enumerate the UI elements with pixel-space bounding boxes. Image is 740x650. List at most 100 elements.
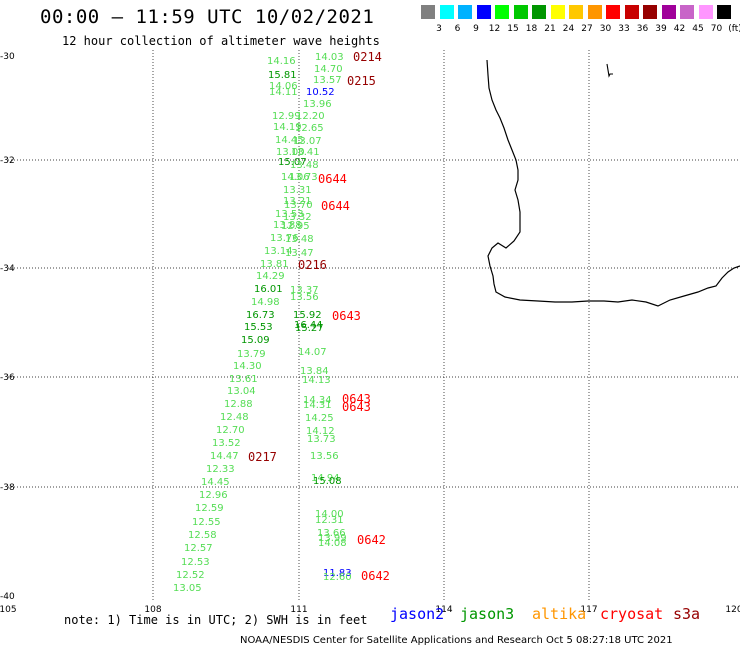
wave-height-value: 13.66	[317, 528, 346, 539]
map-frame	[0, 50, 740, 598]
color-scale-label: 27	[581, 24, 593, 34]
color-scale-label: 6	[454, 24, 461, 34]
pass-time-label: 0642	[357, 533, 386, 547]
color-scale-label: 15	[507, 24, 519, 34]
wave-height-value: 14.11	[269, 87, 298, 98]
coastline-inlet	[606, 63, 613, 78]
page-subtitle: 12 hour collection of altimeter wave hei…	[62, 34, 380, 48]
wave-height-value: 14.19	[273, 122, 302, 133]
color-scale-label: 3	[436, 24, 442, 34]
color-scale-label: 21	[544, 24, 556, 34]
pass-time-label: 0643	[342, 400, 371, 414]
wave-height-value: 13.37	[290, 285, 319, 296]
wave-height-value: 12.70	[216, 425, 245, 436]
wave-height-value: 14.34	[303, 395, 332, 406]
wave-height-value: 13.14	[264, 246, 293, 257]
wave-height-value: 13.21	[283, 196, 312, 207]
legend-jason3: jason3	[460, 605, 515, 623]
wave-height-value: 13.70	[284, 200, 313, 211]
wave-height-value: 12.60	[323, 572, 352, 583]
wave-height-value: 13.79	[237, 349, 266, 360]
wave-height-value: 12.20	[296, 111, 325, 122]
wave-height-value: 13.56	[290, 292, 319, 303]
color-swatch	[439, 5, 454, 19]
wave-height-value: 15.09	[241, 335, 270, 346]
wave-height-value: 15.27	[295, 323, 324, 334]
wave-height-value: 13.73	[307, 434, 336, 445]
wave-height-value: 13.48	[285, 234, 314, 245]
pass-time-label: 0643	[342, 392, 371, 406]
wave-height-value: 13.47	[285, 248, 314, 259]
longitude-label: 120	[725, 605, 740, 615]
wave-height-value: 13.52	[212, 438, 241, 449]
wave-height-value: 11.83	[323, 568, 352, 579]
legend-s3a: s3a	[673, 605, 701, 623]
color-scale-label: 18	[525, 24, 538, 34]
latitude-label: -32	[0, 156, 15, 166]
color-scale-label: 24	[562, 24, 575, 34]
wave-height-value: 14.45	[201, 477, 230, 488]
color-scale-label: 42	[673, 24, 686, 34]
color-scale-label: 12	[488, 24, 501, 34]
color-scale-label: 33	[618, 24, 630, 34]
wave-height-value: 12.95	[281, 221, 310, 232]
color-swatch	[495, 5, 509, 19]
page-title: 00:00 – 11:59 UTC 10/02/2021	[40, 6, 375, 28]
pass-time-label: 0642	[361, 569, 390, 583]
color-swatch	[624, 5, 639, 19]
wave-height-value: 12.58	[188, 530, 217, 541]
wave-height-value: 14.70	[314, 64, 343, 75]
latitude-label: -30	[0, 52, 15, 62]
color-scale-label: 70	[710, 24, 723, 34]
legend-altika: altika	[532, 605, 587, 623]
footnote: note: 1) Time is in UTC; 2) SWH is in fe…	[64, 613, 368, 627]
wave-height-value: 14.94	[311, 473, 340, 484]
pass-time-label: 0214	[353, 50, 382, 64]
color-scale-label: 30	[599, 24, 612, 34]
wave-height-value: 13.73	[289, 172, 318, 183]
color-swatch	[680, 5, 694, 19]
pass-time-label: 0217	[248, 450, 277, 464]
pass-time-label: 0644	[321, 199, 350, 213]
pass-time-label: 0216	[298, 258, 327, 272]
wave-height-value: 14.06	[281, 172, 310, 183]
wave-height-value: 12.59	[195, 503, 224, 514]
wave-height-value: 12.48	[220, 412, 249, 423]
wave-height-value: 13.56	[310, 451, 339, 462]
legend-cryosat: cryosat	[600, 605, 664, 623]
pass-time-label: 0643	[332, 309, 361, 323]
wave-height-value: 14.13	[302, 375, 331, 386]
pass-time-label: 0644	[318, 172, 347, 186]
color-swatch	[569, 5, 583, 19]
wave-height-value: 13.57	[313, 75, 342, 86]
longitude-label: 105	[0, 605, 17, 615]
wave-height-value: 14.98	[251, 297, 280, 308]
wave-height-value: 12.55	[192, 517, 221, 528]
wave-height-value: 13.32	[283, 212, 312, 223]
wave-height-value: 15.08	[313, 476, 342, 487]
wave-height-value: 13.00	[276, 147, 305, 158]
credit-line: NOAA/NESDIS Center for Satellite Applica…	[240, 635, 673, 646]
wave-height-value: 14.00	[315, 509, 344, 520]
wave-height-value: 12.96	[199, 490, 228, 501]
wave-height-value: 13.84	[300, 366, 329, 377]
satellite-pass-times: 0214021506440644021606430643064302170642…	[248, 50, 390, 583]
color-scale-label: 39	[655, 24, 667, 34]
pass-time-label: 0215	[347, 74, 376, 88]
wave-height-value: 13.88	[273, 220, 302, 231]
wave-height-value: 14.06	[269, 81, 298, 92]
color-scale-label: 45	[692, 24, 704, 34]
wave-height-value: 13.05	[173, 583, 202, 594]
australia-coastline	[486, 59, 740, 307]
wave-height-value: 15.53	[244, 322, 273, 333]
color-swatch	[532, 5, 546, 19]
longitude-label: 108	[144, 605, 161, 615]
wave-height-value: 14.08	[318, 538, 347, 549]
color-scale-label: 9	[473, 24, 479, 34]
wave-height-value: 12.52	[176, 570, 205, 581]
latitude-label: -34	[0, 264, 15, 274]
wave-height-value: 10.52	[306, 87, 335, 98]
wave-height-value: 14.47	[210, 451, 239, 462]
color-swatch	[643, 5, 657, 19]
